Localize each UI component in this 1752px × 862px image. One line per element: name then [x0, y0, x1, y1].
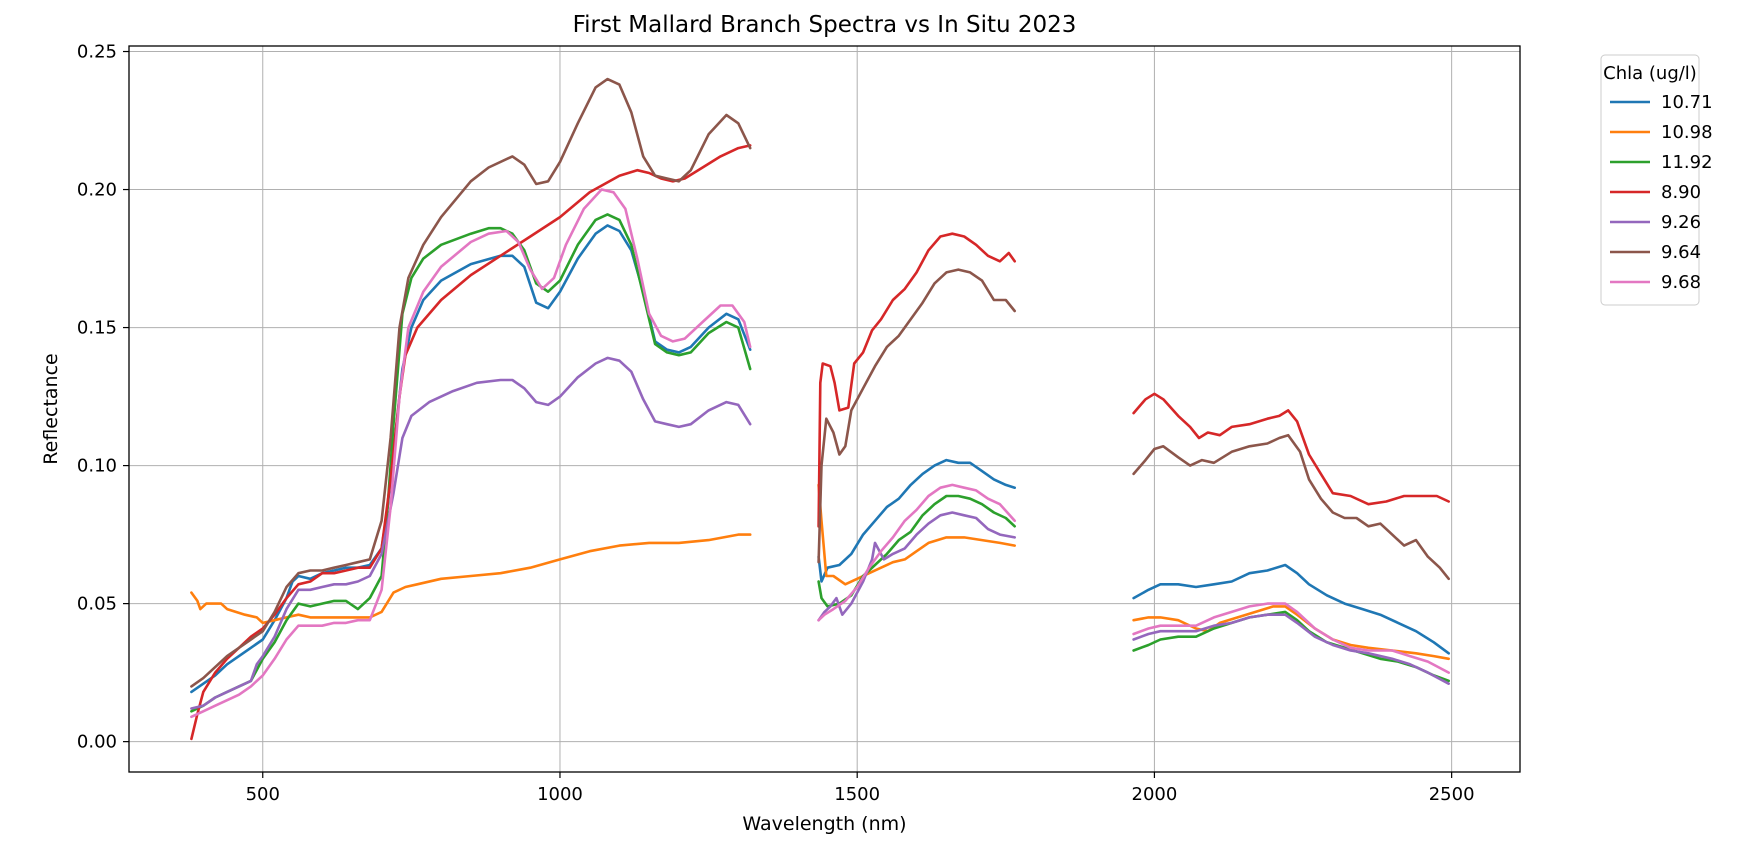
series-line-11.92: [1132, 610, 1450, 683]
series-line-9.64: [190, 77, 752, 688]
x-axis-ticks: 500 1000 1500 2000 2500: [246, 772, 1475, 805]
series-line-10.71: [1132, 563, 1450, 655]
x-tick-label: 1000: [537, 784, 583, 805]
x-axis-label: Wavelength (nm): [742, 813, 906, 835]
series-line-9.64: [817, 268, 1016, 564]
series-line-11.92: [190, 213, 752, 713]
plot-frame: [128, 45, 1521, 773]
legend-items: 10.71 10.98 11.92 8.90 9.26 9.64 9.68: [1610, 92, 1713, 293]
y-axis-ticks: 0.00 0.05 0.10 0.15 0.20 0.25: [77, 42, 129, 753]
series-line-9.26: [1132, 613, 1450, 685]
legend-item: 9.64: [1610, 242, 1701, 263]
legend-box: [1600, 54, 1700, 306]
legend-item: 10.71: [1610, 92, 1713, 113]
legend: Chla (ug/l) 10.71 10.98 11.92 8.90 9.26 9.64 9…: [1600, 54, 1713, 306]
legend-item: 11.92: [1610, 152, 1713, 173]
series-lines: [190, 77, 1450, 741]
grid: [129, 46, 1520, 772]
legend-label: 10.71: [1661, 92, 1713, 113]
legend-label: 9.68: [1661, 272, 1701, 293]
x-tick-label: 500: [246, 784, 280, 805]
y-tick-label: 0.25: [77, 42, 117, 63]
series-line-9.64: [1132, 433, 1450, 581]
y-axis-label: Reflectance: [40, 353, 62, 464]
series-line-10.98: [1132, 605, 1450, 661]
series-line-10.98: [190, 533, 752, 625]
series-line-8.90: [1132, 392, 1450, 506]
y-tick-label: 0.20: [77, 180, 117, 201]
legend-label: 9.64: [1661, 242, 1701, 263]
series-line-9.26: [817, 511, 1016, 622]
series-line-9.68: [190, 188, 752, 719]
series-line-9.68: [1132, 602, 1450, 674]
y-tick-label: 0.00: [77, 732, 117, 753]
y-tick-label: 0.15: [77, 318, 117, 339]
series-line-9.26: [190, 356, 752, 710]
series-line-10.71: [190, 224, 752, 694]
legend-item: 8.90: [1610, 182, 1701, 203]
x-tick-label: 1500: [834, 784, 880, 805]
legend-item: 10.98: [1610, 122, 1713, 143]
legend-label: 9.26: [1661, 212, 1701, 233]
legend-label: 10.98: [1661, 122, 1713, 143]
legend-label: 8.90: [1661, 182, 1701, 203]
series-line-10.98: [817, 483, 1016, 586]
legend-title: Chla (ug/l): [1603, 63, 1697, 84]
legend-item: 9.68: [1610, 272, 1701, 293]
x-tick-label: 2000: [1132, 784, 1178, 805]
chart-title: First Mallard Branch Spectra vs In Situ …: [573, 12, 1077, 38]
series-line-10.71: [817, 458, 1016, 583]
legend-label: 11.92: [1661, 152, 1713, 173]
series-line-8.90: [817, 232, 1016, 528]
y-tick-label: 0.05: [77, 594, 117, 615]
x-tick-label: 2500: [1429, 784, 1475, 805]
series-line-9.68: [817, 483, 1016, 622]
legend-item: 9.26: [1610, 212, 1701, 233]
y-tick-label: 0.10: [77, 456, 117, 477]
